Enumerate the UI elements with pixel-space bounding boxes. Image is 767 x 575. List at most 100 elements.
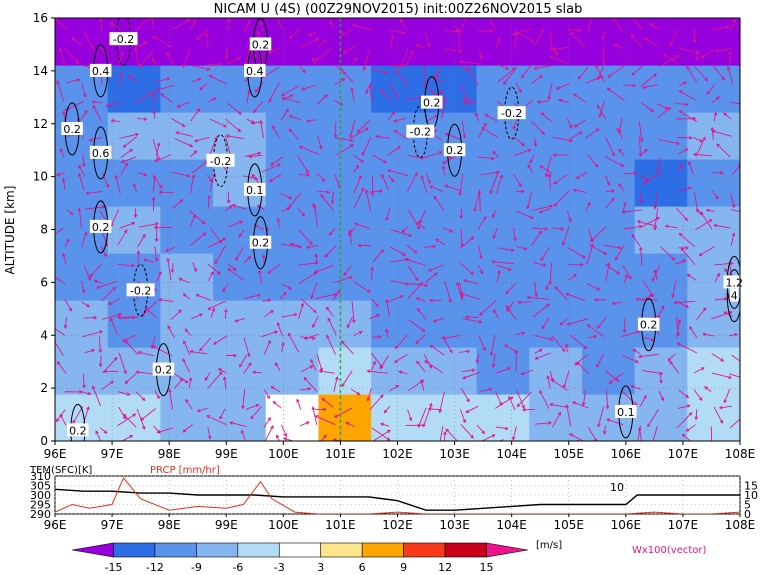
wind-vector	[613, 43, 624, 49]
wind-vector	[705, 208, 715, 213]
vector-head	[201, 220, 206, 225]
wind-vector	[693, 65, 708, 82]
vector-head	[192, 19, 196, 24]
vector-shaft	[423, 403, 432, 425]
vector-shaft	[497, 67, 516, 83]
vector-shaft	[225, 118, 241, 132]
vector-head	[510, 248, 515, 252]
vector-shaft	[568, 29, 582, 31]
vector-head	[669, 42, 673, 47]
vector-shaft	[710, 426, 713, 441]
wind-vector	[638, 121, 644, 143]
vector-shaft	[644, 37, 659, 47]
vector-shaft	[243, 256, 251, 264]
vector-head	[266, 395, 270, 400]
wind-vector	[135, 91, 154, 104]
vector-head	[225, 134, 230, 139]
vector-shaft	[444, 281, 452, 302]
vector-shaft	[207, 195, 210, 210]
vector-head	[636, 442, 639, 445]
wind-vector	[189, 214, 196, 227]
field-cell	[55, 18, 109, 66]
vector-shaft	[516, 246, 527, 250]
wind-vector	[253, 224, 264, 230]
vector-shaft	[711, 96, 720, 104]
field-cell	[371, 65, 425, 113]
vector-head	[323, 434, 327, 439]
vector-head	[327, 317, 331, 322]
wind-vector	[118, 72, 123, 86]
vector-head	[577, 75, 582, 80]
vector-head	[583, 345, 588, 350]
wind-vector	[680, 247, 696, 265]
vector-shaft	[459, 173, 464, 196]
vector-shaft	[272, 125, 280, 139]
vector-head	[390, 178, 395, 183]
vector-head	[366, 369, 371, 374]
vector-shaft	[297, 155, 309, 174]
vector-shaft	[643, 445, 661, 448]
field-cell	[687, 300, 740, 348]
vector-head	[433, 195, 438, 200]
vector-head	[728, 50, 732, 55]
vector-head	[433, 272, 438, 277]
vector-shaft	[406, 244, 417, 254]
vector-head	[424, 283, 429, 288]
vector-head	[427, 180, 431, 185]
vector-shaft	[578, 67, 589, 79]
wind-vector	[117, 229, 128, 246]
vector-shaft	[139, 49, 154, 67]
vector-shaft	[488, 18, 497, 31]
vector-shaft	[387, 174, 395, 182]
vector-shaft	[727, 66, 734, 85]
vector-head	[383, 409, 388, 414]
vector-shaft	[462, 84, 467, 105]
wind-vector	[93, 279, 103, 285]
vector-shaft	[647, 409, 659, 427]
vector-shaft	[117, 229, 128, 246]
vector-shaft	[123, 136, 137, 148]
vector-shaft	[225, 48, 229, 59]
vector-head	[442, 160, 446, 164]
contour-label-bg	[152, 362, 175, 376]
wind-vector	[496, 269, 501, 283]
wind-vector	[545, 442, 553, 445]
vector-head	[352, 319, 356, 324]
wind-vector	[283, 437, 295, 441]
vector-head	[241, 405, 245, 410]
vector-head	[575, 175, 580, 179]
wind-vector	[585, 201, 591, 212]
wind-vector	[423, 151, 443, 159]
surface-left-tick-label: 310	[30, 470, 51, 483]
vector-head	[546, 375, 551, 379]
vector-shaft	[207, 264, 221, 275]
vector-head	[688, 186, 693, 190]
vector-head	[699, 138, 704, 143]
vector-head	[438, 151, 443, 155]
contour-label-bg	[126, 283, 155, 297]
vector-head	[478, 320, 483, 324]
vector-shaft	[94, 279, 103, 285]
vector-shaft	[677, 163, 683, 173]
vector-head	[704, 77, 708, 82]
wind-vector	[267, 264, 280, 274]
vector-head	[275, 362, 279, 366]
wind-vector	[656, 157, 661, 173]
vector-head	[499, 402, 503, 407]
wind-vector	[383, 406, 391, 414]
wind-vector	[480, 434, 496, 441]
vector-head	[84, 448, 87, 451]
vector-head	[539, 389, 543, 394]
field-cell	[265, 65, 320, 113]
contour-label: -0.2	[126, 283, 155, 297]
wind-vector	[151, 196, 156, 212]
wind-vector	[473, 191, 480, 213]
wind-vector	[64, 238, 70, 248]
vector-head	[252, 370, 256, 375]
vector-shaft	[729, 373, 740, 378]
vector-head	[218, 371, 223, 376]
vector-shaft	[241, 430, 247, 441]
vector-head	[61, 177, 66, 182]
vector-head	[312, 324, 316, 328]
wind-vector	[640, 101, 655, 113]
